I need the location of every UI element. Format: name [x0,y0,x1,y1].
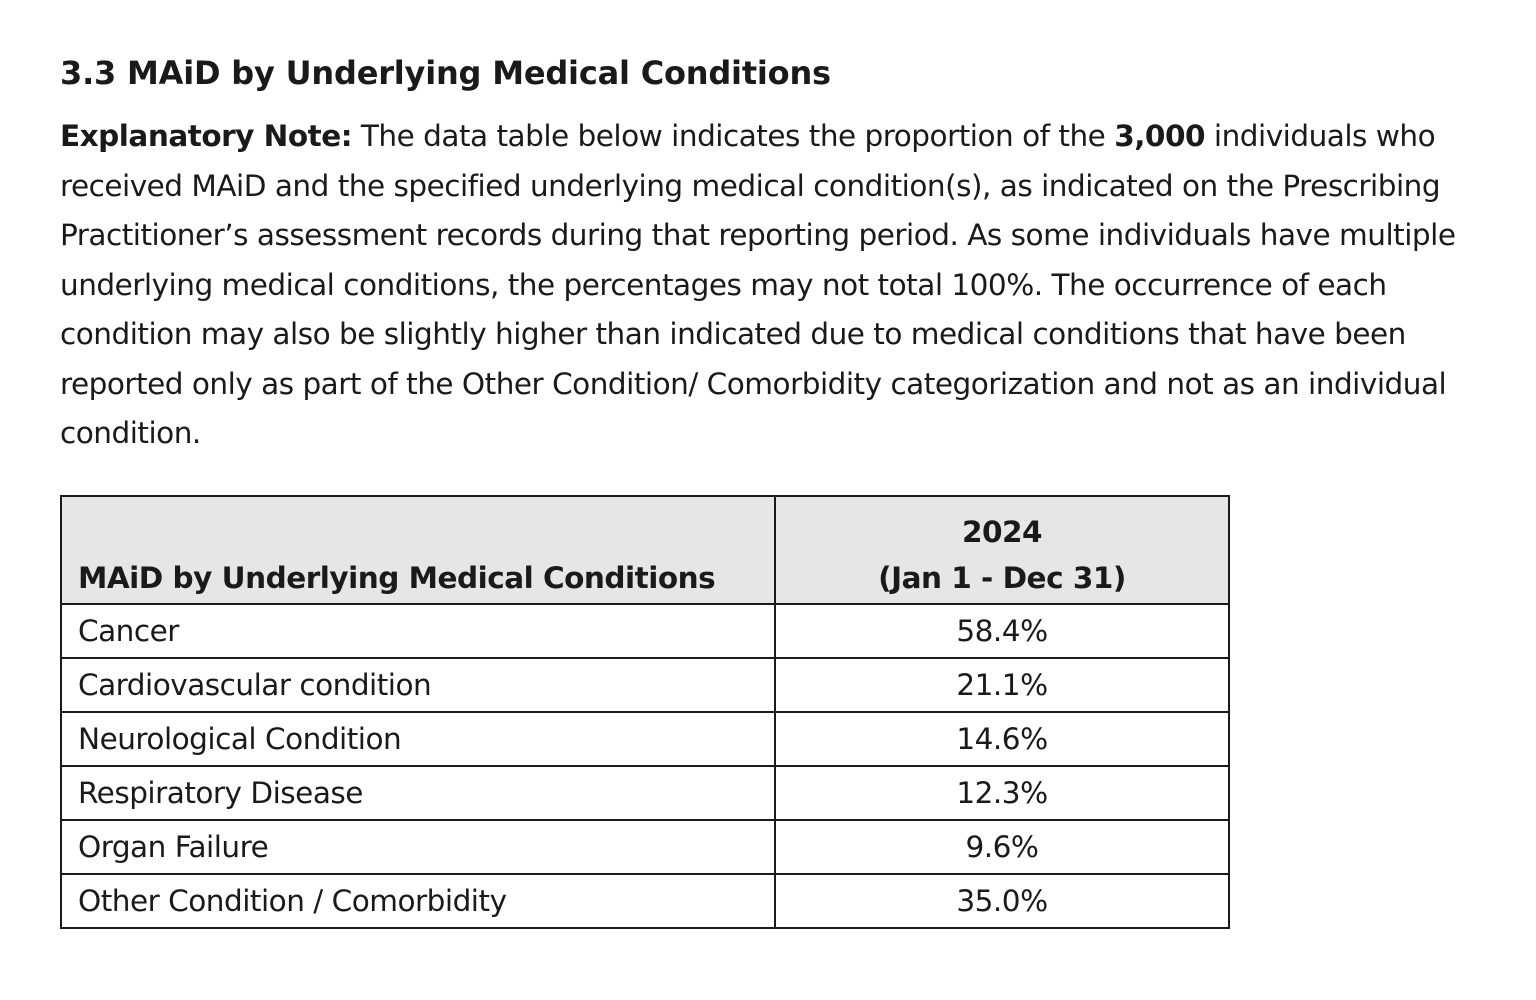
table-header-row: MAiD by Underlying Medical Conditions 20… [60,495,1230,605]
condition-cell: Neurological Condition [60,711,776,767]
explanatory-note: Explanatory Note: The data table below i… [60,112,1490,459]
condition-cell: Organ Failure [60,819,776,875]
condition-cell: Cardiovascular condition [60,657,776,713]
value-cell: 21.1% [774,657,1230,713]
header-year: 2024 [961,515,1043,549]
section-heading: 3.3 MAiD by Underlying Medical Condition… [60,54,831,92]
header-condition: MAiD by Underlying Medical Conditions [60,495,776,605]
value-cell: 58.4% [774,603,1230,659]
condition-cell: Cancer [60,603,776,659]
value-cell: 14.6% [774,711,1230,767]
condition-cell: Other Condition / Comorbidity [60,873,776,929]
table-row: Cancer 58.4% [60,603,1230,659]
header-period: (Jan 1 - Dec 31) [878,561,1126,595]
note-text-before-count: The data table below indicates the propo… [352,119,1115,153]
header-year-period: 2024 (Jan 1 - Dec 31) [774,495,1230,605]
value-cell: 35.0% [774,873,1230,929]
condition-cell: Respiratory Disease [60,765,776,821]
value-cell: 12.3% [774,765,1230,821]
table-row: Neurological Condition 14.6% [60,711,1230,767]
table-row: Respiratory Disease 12.3% [60,765,1230,821]
table-row: Organ Failure 9.6% [60,819,1230,875]
conditions-table: MAiD by Underlying Medical Conditions 20… [60,495,1230,929]
note-label: Explanatory Note: [60,119,353,153]
note-count: 3,000 [1114,119,1205,153]
table-row: Other Condition / Comorbidity 35.0% [60,873,1230,929]
value-cell: 9.6% [774,819,1230,875]
note-text-after-count: individuals who received MAiD and the sp… [60,119,1456,450]
table-row: Cardiovascular condition 21.1% [60,657,1230,713]
document-content: 3.3 MAiD by Underlying Medical Condition… [60,48,1500,459]
